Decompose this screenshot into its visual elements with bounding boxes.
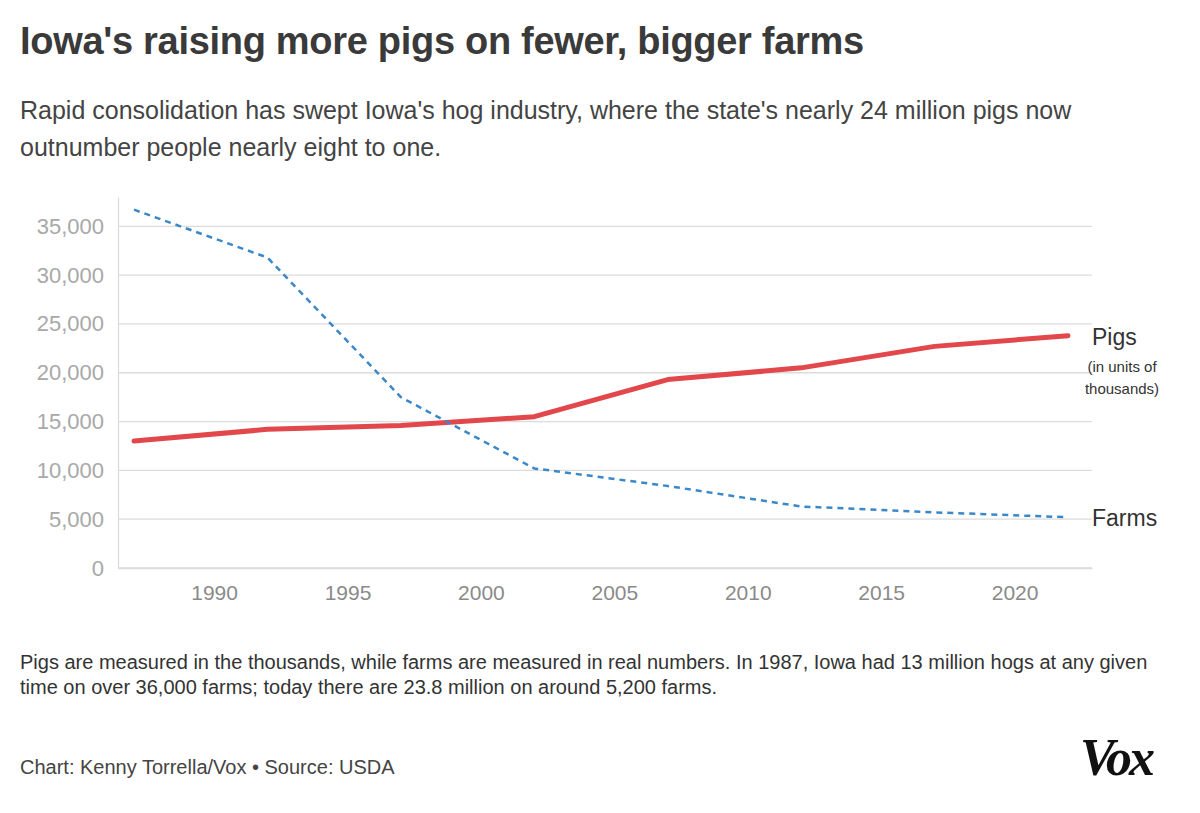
y-tick-label: 5,000 bbox=[49, 507, 104, 532]
chart: 0 5,000 10,000 15,000 20,000 25,000 30,000 35,0… bbox=[0, 0, 1200, 813]
y-tick: 35,000 bbox=[37, 214, 118, 239]
title: Iowa's raising more pigs on fewer, bigge… bbox=[20, 20, 864, 63]
grid-line bbox=[118, 470, 1092, 471]
x-tick-label: 2005 bbox=[591, 581, 638, 604]
x-tick-label: 1990 bbox=[191, 581, 238, 604]
series-label: Farms bbox=[1092, 505, 1157, 531]
x-tick-label: 2000 bbox=[458, 581, 505, 604]
subtitle: Rapid consolidation has swept Iowa's hog… bbox=[20, 92, 1180, 166]
x-tick: 2010 bbox=[725, 568, 772, 604]
logo: Vox bbox=[1080, 728, 1152, 787]
y-tick: 25,000 bbox=[37, 311, 118, 336]
credit: Chart: Kenny Torrella/Vox • Source: USDA bbox=[20, 756, 395, 779]
series-label: Pigs bbox=[1092, 324, 1137, 350]
y-axis: 0 5,000 10,000 15,000 20,000 25,000 30,000 35,0… bbox=[37, 198, 119, 581]
y-tick-label: 30,000 bbox=[37, 263, 104, 288]
y-tick: 10,000 bbox=[37, 458, 118, 483]
y-tick: 15,000 bbox=[37, 409, 118, 434]
y-tick: 20,000 bbox=[37, 360, 118, 385]
x-axis: 1990 1995 2000 2005 2010 2015 2020 bbox=[119, 568, 1093, 604]
y-tick: 5,000 bbox=[49, 507, 118, 532]
y-axis-line bbox=[118, 198, 119, 569]
series-note: thousands) bbox=[1085, 380, 1159, 397]
x-tick: 2005 bbox=[591, 568, 638, 604]
y-tick-label: 15,000 bbox=[37, 409, 104, 434]
series-note: (in units of bbox=[1087, 358, 1157, 375]
grid-line bbox=[118, 519, 1092, 520]
y-tick-label: 0 bbox=[92, 556, 104, 581]
grid-line bbox=[118, 323, 1092, 324]
y-tick: 30,000 bbox=[37, 263, 118, 288]
x-tick-label: 2020 bbox=[992, 581, 1039, 604]
x-tick: 1995 bbox=[325, 568, 372, 604]
caption: Pigs are measured in the thousands, whil… bbox=[20, 650, 1188, 700]
y-tick: 0 bbox=[92, 556, 118, 581]
y-tick-label: 10,000 bbox=[37, 458, 104, 483]
x-tick-label: 2015 bbox=[858, 581, 905, 604]
x-tick: 2000 bbox=[458, 568, 505, 604]
x-tick: 1990 bbox=[191, 568, 238, 604]
grid-line bbox=[118, 226, 1092, 227]
series-line bbox=[134, 336, 1068, 441]
series-line bbox=[134, 210, 1068, 518]
grid-line bbox=[118, 421, 1092, 422]
grid-line bbox=[118, 567, 1092, 568]
x-tick: 2020 bbox=[992, 568, 1039, 604]
grid bbox=[118, 226, 1092, 568]
grid-line bbox=[118, 372, 1092, 373]
y-tick-label: 35,000 bbox=[37, 214, 104, 239]
x-tick-label: 2010 bbox=[725, 581, 772, 604]
x-axis-line bbox=[119, 568, 1093, 569]
x-tick: 2015 bbox=[858, 568, 905, 604]
y-tick-label: 20,000 bbox=[37, 360, 104, 385]
lines bbox=[134, 210, 1068, 518]
x-tick-label: 1995 bbox=[325, 581, 372, 604]
series-labels: Pigs (in units of thousands) Farms bbox=[1085, 324, 1159, 532]
grid-line bbox=[118, 274, 1092, 275]
y-tick-label: 25,000 bbox=[37, 311, 104, 336]
